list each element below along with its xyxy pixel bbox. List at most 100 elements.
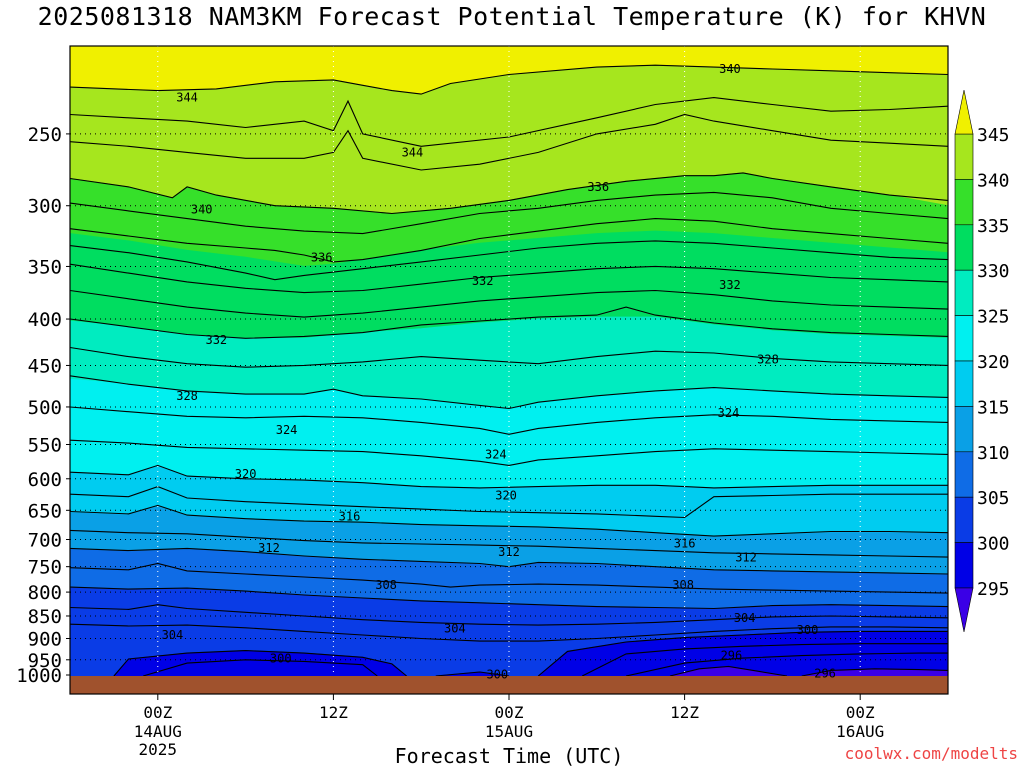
contour-label: 296 [814,667,836,681]
contour-314 [70,504,948,537]
y-tick-label: 450 [28,355,62,377]
colorbar-label: 325 [977,307,1010,328]
contour-334 [70,240,948,281]
x-tick-label: 00Z [846,703,875,722]
colorbar-label: 330 [977,261,1010,282]
contour-label: 304 [162,628,184,642]
colorbar-label: 315 [977,397,1010,418]
contour-label: 324 [276,423,298,437]
x-tick-label: 00Z [495,703,524,722]
y-tick-label: 700 [28,529,62,551]
contour-label: 300 [270,652,292,666]
colorbar-label: 340 [977,170,1010,191]
y-tick-label: 250 [28,124,62,146]
colorbar-label: 300 [977,534,1010,555]
contour-322 [70,406,948,435]
contour-label: 320 [235,467,257,481]
y-tick-label: 300 [28,196,62,218]
contour-label: 300 [797,623,819,637]
contour-label: 320 [495,488,517,502]
contour-label: 316 [339,509,361,523]
y-tick-label: 400 [28,309,62,331]
colorbar-segment-320 [954,315,974,362]
ground-strip [70,676,948,694]
colorbar-label: 310 [977,443,1010,464]
y-tick-label: 850 [28,606,62,628]
contour-338 [70,191,948,235]
colorbar-segment-340 [954,133,974,180]
contour-318 [70,464,948,489]
filled-bands [70,46,948,680]
x-tick-label: 00Z [143,703,172,722]
colorbar-segment-310 [954,406,974,453]
contour-328 [70,306,948,339]
colorbar-label: 295 [977,579,1010,600]
colorbar-segment-295 [954,542,974,589]
contour-308 [70,562,948,594]
contour-label: 300 [486,667,508,681]
colorbar-label: 305 [977,488,1010,509]
x-tick-label: 12Z [670,703,699,722]
colorbar-label: 335 [977,216,1010,237]
contour-label: 340 [191,203,213,217]
colorbar-label: 345 [977,125,1010,146]
contour-340 [70,172,948,215]
contour-label: 324 [718,406,740,420]
contour-296 [625,652,948,677]
contour-300 [113,650,407,677]
x-tick-label: 12Z [319,703,348,722]
contour-344 [70,97,948,147]
x-tick-year: 2025 [139,740,178,759]
contour-label: 296 [721,649,743,663]
y-tick-label: 350 [28,256,62,278]
contour-label: 332 [472,274,494,288]
contour-label: 344 [402,145,424,159]
chart-title: 2025081318 NAM3KM Forecast Potential Tem… [37,2,987,31]
y-axis: 2503003504004505005506006507007508008509… [16,124,70,687]
contour-label: 308 [375,578,397,592]
contour-316 [70,486,948,519]
colorbar-segment-300 [954,496,974,543]
colorbar-label: 320 [977,352,1010,373]
contour-label: 312 [735,551,757,565]
contour-346 [70,64,948,95]
colorbar-segment-305 [954,451,974,498]
contour-304 [70,604,948,626]
gridlines [70,46,948,676]
contour-336 [70,218,948,263]
contour-342 [70,113,948,171]
y-tick-label: 600 [28,469,62,491]
credit-link[interactable]: coolwx.com/modelts [844,744,1018,763]
y-tick-label: 1000 [16,665,62,687]
contour-300 [537,630,948,677]
contour-label: 324 [485,447,507,461]
contour-332 [70,263,948,294]
colorbar-segment-325 [954,269,974,316]
contour-label: 332 [205,333,227,347]
y-tick-label: 950 [28,650,62,672]
contour-294 [801,668,948,677]
x-axis-title: Forecast Time (UTC) [394,744,624,768]
colorbar-segment-335 [954,179,974,226]
contour-330 [70,289,948,318]
contour-300 [435,671,510,677]
contour-label: 304 [444,622,466,636]
contour-320 [70,439,948,466]
contour-label: 336 [311,250,333,264]
contour-298 [581,643,948,677]
contour-label: 332 [719,278,741,292]
y-tick-label: 900 [28,628,62,650]
x-tick-date: 15AUG [485,722,533,741]
colorbar-bottom-arrow [954,587,974,633]
colorbar: 295 300 305 310 315 320 325 330 335 340 345 [954,89,1010,633]
contour-label: 312 [258,541,280,555]
x-tick-date: 14AUG [134,722,182,741]
contour-294 [669,665,788,677]
contour-label: 304 [734,611,756,625]
contour-lines [70,64,948,677]
contour-306 [70,586,948,610]
x-tick-date: 16AUG [836,722,884,741]
y-tick-label: 650 [28,500,62,522]
